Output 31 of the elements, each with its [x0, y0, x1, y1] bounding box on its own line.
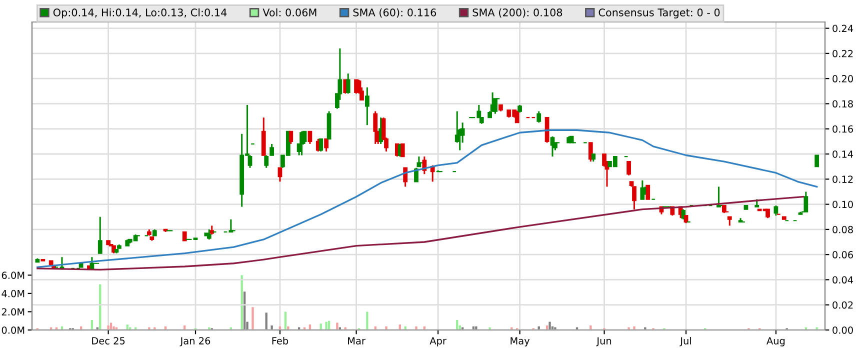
x-tick-label: Aug — [766, 337, 785, 346]
y2-tick-label: 4.0M — [2, 290, 24, 298]
x-tick-label: Feb — [272, 336, 288, 344]
y-tick-label: 0.12 — [832, 176, 853, 183]
y2-tick-label: 6.0M — [2, 272, 24, 279]
legend-label: Op:0.14, Hi:0.14, Lo:0.13, Cl:0.14 — [53, 8, 227, 18]
y-tick-label: 0.22 — [832, 50, 853, 58]
y-tick-label: 0.16 — [832, 125, 853, 133]
x-tick-label: Jan 26 — [180, 337, 210, 346]
y-tick-label: 0.08 — [832, 226, 853, 234]
legend-label: SMA (200): 0.108 — [472, 8, 562, 18]
legend-label: SMA (60): 0.116 — [353, 8, 436, 18]
y-tick-label: 0.20 — [832, 75, 853, 82]
y2-tick-label: 2.0M — [2, 308, 24, 316]
y-tick-label: 0.18 — [832, 100, 853, 108]
x-tick-label: May — [510, 337, 530, 346]
y-tick-label: 0.02 — [832, 301, 853, 309]
y-tick-label: 0.24 — [832, 24, 854, 32]
y-tick-label: 0.10 — [832, 200, 853, 208]
y-tick-label: 0.06 — [832, 251, 853, 258]
legend-label: Vol: 0.06M — [262, 8, 316, 16]
x-tick-label: Dec 25 — [92, 337, 125, 344]
x-tick-label: Mar — [348, 337, 366, 344]
y-tick-label: 0.14 — [832, 150, 854, 158]
x-tick-label: Jul — [680, 336, 691, 346]
legend-label: Consensus Target: 0 - 0 — [598, 8, 720, 18]
y-tick-label: 0.00 — [832, 326, 853, 334]
y2-tick-label: 0.0M — [2, 326, 24, 334]
x-tick-label: Apr — [430, 337, 446, 346]
x-tick-label: Jun — [596, 337, 612, 346]
y-tick-label: 0.04 — [832, 276, 854, 284]
